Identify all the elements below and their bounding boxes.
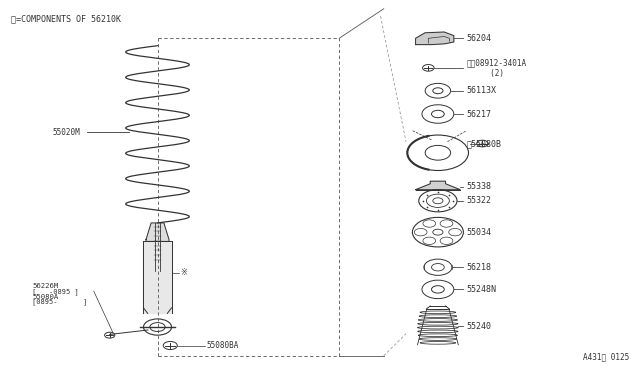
Text: 56113X: 56113X: [467, 86, 497, 95]
Text: 55080BA: 55080BA: [207, 341, 239, 350]
Text: 55338: 55338: [467, 182, 492, 191]
Polygon shape: [415, 181, 460, 190]
Text: 56218: 56218: [467, 263, 492, 272]
Text: 55240: 55240: [467, 322, 492, 331]
Text: 55020M: 55020M: [52, 128, 80, 137]
Polygon shape: [143, 241, 172, 313]
Text: ※: ※: [180, 268, 187, 277]
Text: 55248N: 55248N: [467, 285, 497, 294]
Text: [   -0895 ]: [ -0895 ]: [32, 288, 79, 295]
Text: 55322: 55322: [467, 196, 492, 205]
Text: ※55080B: ※55080B: [467, 139, 502, 148]
Polygon shape: [146, 223, 169, 241]
Text: [0895-      ]: [0895- ]: [32, 299, 87, 305]
Text: 56226M: 56226M: [32, 283, 58, 289]
Text: ※=COMPONENTS OF 56210K: ※=COMPONENTS OF 56210K: [11, 14, 121, 23]
Text: A431※ 0125: A431※ 0125: [583, 352, 629, 361]
Text: 56217: 56217: [467, 109, 492, 119]
Text: 55080A: 55080A: [32, 294, 58, 300]
Polygon shape: [415, 32, 454, 45]
Text: 56204: 56204: [467, 34, 492, 43]
Text: 55034: 55034: [467, 228, 492, 237]
Text: ※ⓝ08912-3401A
     (2): ※ⓝ08912-3401A (2): [467, 58, 527, 77]
